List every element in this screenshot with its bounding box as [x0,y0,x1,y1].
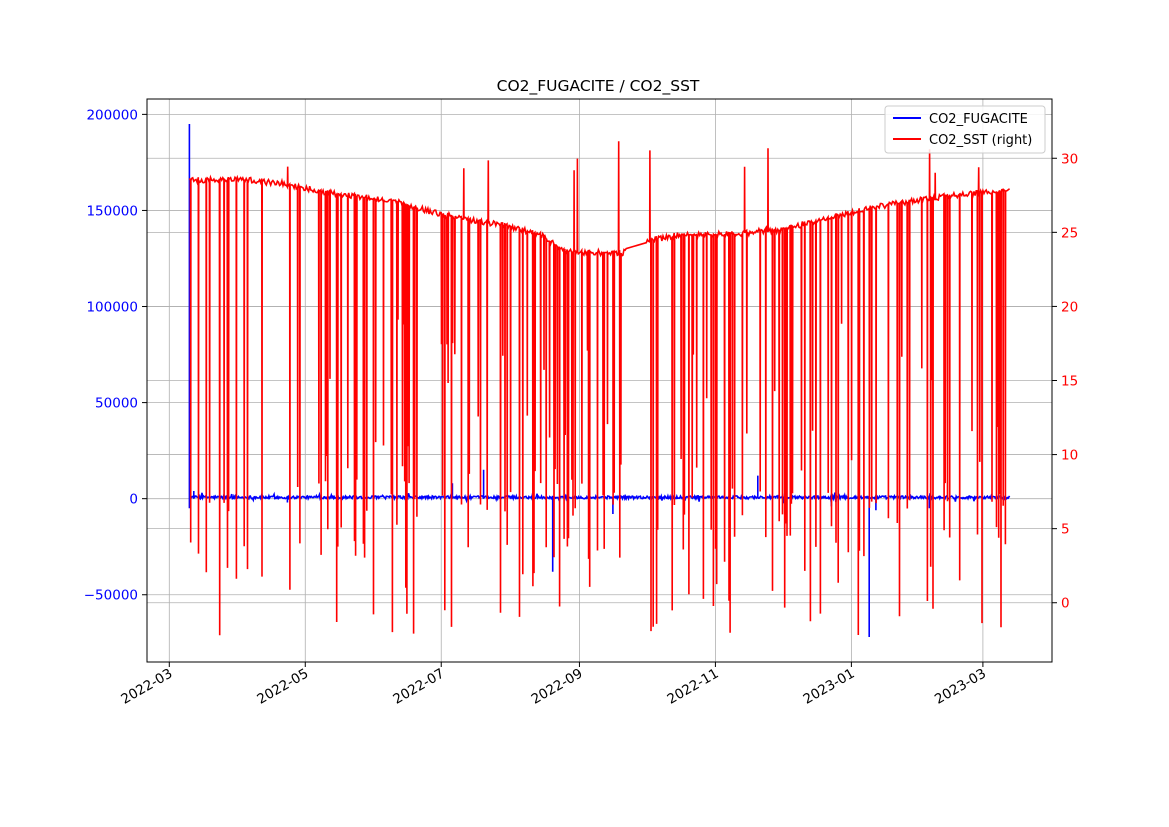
yl-tick-label-4: 150000 [86,203,138,219]
yr-tick-label-6: 30 [1061,151,1078,167]
legend-label-co2-fugacite: CO2_FUGACITE [929,112,1028,127]
yl-tick-label-0: −50000 [84,588,138,604]
yr-tick-label-4: 20 [1061,299,1078,315]
yr-tick-label-0: 0 [1061,596,1070,612]
co2-sst-line [188,141,1011,636]
yr-tick-label-5: 25 [1061,225,1078,241]
series-co2-sst [188,141,1011,636]
x-tick-label-6: 2023-03 [932,666,989,708]
legend-label-co2-sst: CO2_SST (right) [929,133,1032,148]
yr-tick-label-2: 10 [1061,448,1078,464]
legend-box [884,105,1046,154]
series-co2-fugacite [188,124,1011,637]
chart-title: CO2_FUGACITE / CO2_SST [497,77,700,96]
yr-tick-label-1: 5 [1061,522,1070,538]
yl-tick-label-2: 50000 [95,396,138,412]
yl-tick-label-3: 100000 [86,300,138,316]
legend: CO2_FUGACITE CO2_SST (right) [884,105,1046,154]
co2-fugacite-line [188,124,1011,637]
yl-tick-label-1: 0 [129,492,138,508]
x-tick-label-5: 2023-01 [801,666,858,708]
yr-tick-label-3: 15 [1061,374,1078,390]
x-tick-label-4: 2022-11 [665,666,722,708]
x-tick-label-0: 2022-03 [118,666,175,708]
x-tick-label-2: 2022-07 [390,666,447,708]
x-tick-label-1: 2022-05 [254,666,311,708]
x-tick-label-3: 2022-09 [529,666,586,708]
yl-tick-label-5: 200000 [86,107,138,123]
